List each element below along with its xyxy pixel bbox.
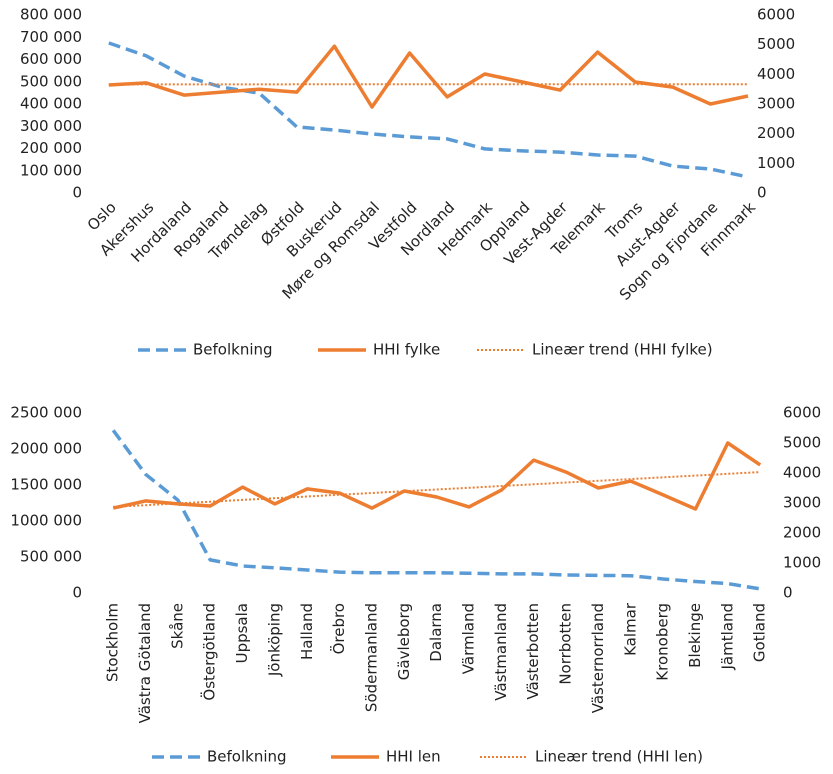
x-tick-label: Östergötland <box>200 603 219 701</box>
y-tick-label: 0 <box>72 184 82 202</box>
y-tick-label: 1000 000 <box>10 512 82 530</box>
x-tick-label: Gotland <box>751 603 769 662</box>
x-tick-label: Jönköping <box>265 603 283 677</box>
y-tick-label: 0 <box>72 584 82 602</box>
y-tick-label: 300 000 <box>20 117 82 135</box>
legend-label: Befolkning <box>193 341 273 359</box>
series-line <box>112 441 762 511</box>
x-tick-label: Norrbotten <box>557 603 575 685</box>
y2-tick-label: 6000 <box>783 404 821 422</box>
y-tick-label: 600 000 <box>20 50 82 68</box>
y-tick-label: 1500 000 <box>10 476 82 494</box>
y-tick-label: 100 000 <box>20 161 82 179</box>
y2-tick-label: 4000 <box>757 65 795 83</box>
y2-tick-label: 2000 <box>757 124 795 142</box>
x-tick-label: Kronoberg <box>654 603 672 681</box>
y2-tick-label: 5000 <box>783 434 821 452</box>
x-tick-label: Kalmar <box>621 602 639 656</box>
y2-tick-label: 1000 <box>757 154 795 172</box>
y2-tick-label: 3000 <box>783 494 821 512</box>
legend-label: Befolkning <box>207 748 287 766</box>
legend-label: HHI len <box>386 748 441 766</box>
x-tick-label: Örebro <box>329 603 348 654</box>
y2-tick-label: 0 <box>783 584 793 602</box>
x-tick-label: Gävleborg <box>395 603 413 680</box>
legend-label: HHI fylke <box>373 341 440 359</box>
y2-tick-label: 5000 <box>757 35 795 53</box>
y-tick-label: 800 000 <box>20 6 82 24</box>
y-tick-label: 2000 000 <box>10 440 82 458</box>
y2-tick-label: 2000 <box>783 524 821 542</box>
x-tick-label: Västra Götaland <box>136 603 154 723</box>
y2-tick-label: 1000 <box>783 554 821 572</box>
series-line <box>108 44 749 109</box>
x-tick-label: Västmanland <box>492 603 510 701</box>
y2-tick-label: 3000 <box>757 95 795 113</box>
x-tick-label: Uppsala <box>233 603 251 663</box>
x-tick-label: Jämtland <box>718 603 736 671</box>
legend-label: Lineær trend (HHI len) <box>535 748 703 766</box>
y-tick-label: 700 000 <box>20 28 82 46</box>
legend-label: Lineær trend (HHI fylke) <box>532 341 713 359</box>
x-tick-label: Västernorrland <box>589 603 607 713</box>
x-tick-label: Södermanland <box>362 603 380 712</box>
series-line <box>108 41 749 179</box>
x-tick-label: Stockholm <box>104 603 122 682</box>
x-tick-label: Halland <box>298 603 316 660</box>
x-tick-label: Västerbotten <box>524 603 542 700</box>
x-tick-label: Dalarna <box>427 603 445 662</box>
y-tick-label: 2500 000 <box>10 404 82 422</box>
x-tick-label: Skåne <box>168 603 186 649</box>
series-line <box>111 429 761 591</box>
y-tick-label: 500 000 <box>20 548 82 566</box>
x-tick-label: Värmland <box>460 603 478 674</box>
y-tick-label: 400 000 <box>20 95 82 113</box>
y-tick-label: 500 000 <box>20 72 82 90</box>
y-tick-label: 200 000 <box>20 139 82 157</box>
y2-tick-label: 0 <box>757 184 767 202</box>
y2-tick-label: 6000 <box>757 6 795 24</box>
y2-tick-label: 4000 <box>783 464 821 482</box>
x-tick-label: Blekinge <box>686 603 704 668</box>
series-line <box>113 471 761 508</box>
